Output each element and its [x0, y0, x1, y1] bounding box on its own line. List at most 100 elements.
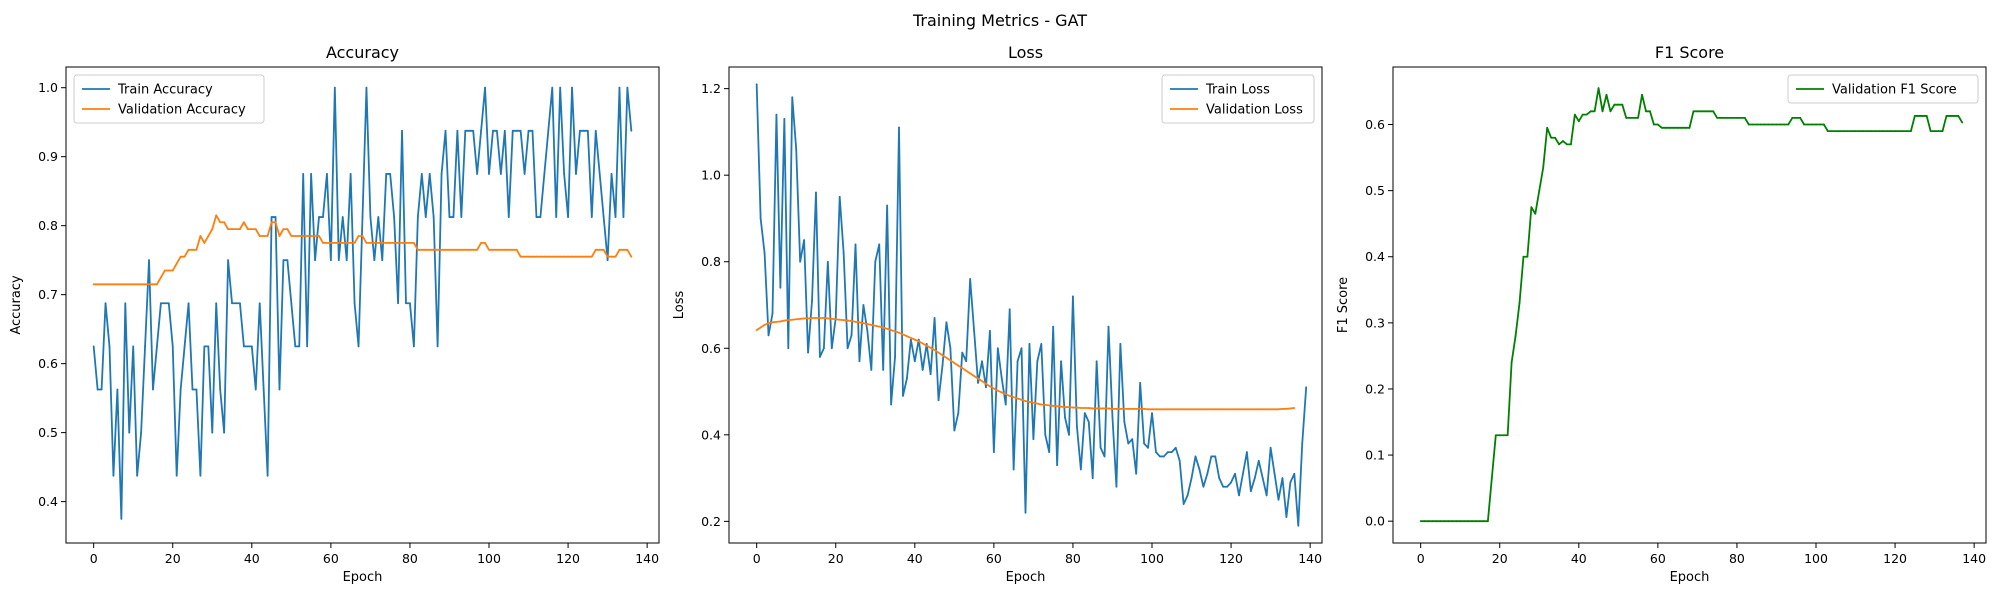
data-point [1166, 451, 1169, 454]
data-point [1024, 400, 1027, 402]
data-point [235, 302, 237, 305]
data-point [1182, 408, 1185, 411]
data-point [246, 345, 249, 348]
data-point [598, 173, 601, 175]
data-point [890, 403, 892, 406]
data-point [397, 242, 399, 244]
data-point [1087, 420, 1090, 423]
data-point [337, 259, 340, 262]
data-point [822, 317, 825, 319]
data-point [1123, 420, 1126, 423]
data-point [894, 330, 896, 333]
data-point [1886, 130, 1889, 133]
data-point [1242, 408, 1244, 411]
data-point [1151, 412, 1153, 415]
data-point [543, 255, 546, 258]
data-point [1522, 255, 1525, 258]
data-point [1866, 130, 1869, 133]
data-point [397, 302, 399, 305]
data-point [1937, 130, 1940, 133]
data-point [345, 242, 348, 244]
data-point [492, 248, 494, 251]
data-point [1079, 468, 1082, 471]
y-tick-label: 0.6 [1365, 117, 1385, 132]
data-point [590, 216, 593, 218]
data-point [1447, 520, 1450, 523]
data-point [531, 129, 534, 132]
data-point [1518, 302, 1521, 304]
data-point [571, 255, 573, 258]
data-point [1546, 126, 1549, 129]
data-point [925, 344, 928, 347]
data-point [1111, 407, 1114, 410]
data-point [310, 173, 313, 175]
data-point [586, 255, 589, 258]
data-point [1732, 117, 1734, 119]
data-point [219, 388, 222, 391]
data-point [898, 331, 900, 334]
data-point [432, 248, 435, 251]
data-point [227, 259, 229, 262]
data-point [1032, 401, 1035, 404]
data-point [290, 235, 293, 237]
data-point [1799, 117, 1802, 119]
data-point [416, 248, 419, 251]
data-point [1506, 434, 1509, 437]
data-point [1143, 442, 1145, 445]
data-point [235, 228, 237, 231]
data-point [1245, 408, 1248, 411]
data-point [1186, 408, 1189, 411]
data-point [1234, 408, 1236, 411]
data-point [294, 235, 297, 237]
data-point [1269, 408, 1272, 411]
data-point [894, 356, 896, 358]
data-point [1700, 110, 1703, 113]
data-point [1036, 402, 1039, 405]
y-axis-label: Loss [672, 291, 687, 320]
data-point [167, 269, 170, 272]
data-point [1898, 130, 1900, 133]
x-axis-label: Epoch [1006, 570, 1046, 585]
data-point [322, 242, 324, 244]
data-point [1103, 407, 1106, 410]
data-point [547, 129, 550, 132]
data-point [547, 255, 550, 258]
data-point [191, 388, 194, 391]
data-point [1633, 117, 1636, 119]
data-point [618, 248, 621, 251]
data-point [258, 302, 261, 305]
data-point [1605, 93, 1608, 96]
data-point [1178, 408, 1181, 411]
data-point [1162, 408, 1165, 411]
data-point [401, 242, 403, 244]
x-tick-label: 80 [1729, 551, 1745, 566]
data-point [199, 235, 202, 237]
data-point [1577, 120, 1580, 123]
data-point [819, 356, 821, 358]
data-point [862, 322, 865, 325]
data-point [846, 347, 849, 350]
data-point [523, 173, 526, 175]
data-point [1028, 343, 1031, 345]
data-point [1230, 481, 1232, 484]
y-tick-label: 1.0 [38, 80, 58, 95]
data-point [369, 242, 372, 244]
data-point [1479, 520, 1481, 523]
data-point [1222, 485, 1225, 488]
data-point [507, 248, 510, 251]
y-axis-label: F1 Score [1336, 277, 1351, 333]
data-point [1210, 408, 1213, 411]
data-point [496, 129, 498, 132]
data-point [1629, 117, 1632, 119]
x-tick-label: 100 [477, 551, 501, 566]
y-tick-label: 0.7 [38, 287, 58, 302]
data-point [282, 259, 285, 262]
data-point [933, 317, 936, 319]
data-point [799, 317, 802, 320]
data-point [614, 216, 617, 218]
data-point [369, 216, 372, 218]
data-point [610, 173, 613, 175]
data-point [92, 283, 95, 286]
y-tick-label: 0.1 [1365, 448, 1385, 463]
data-point [850, 320, 853, 322]
